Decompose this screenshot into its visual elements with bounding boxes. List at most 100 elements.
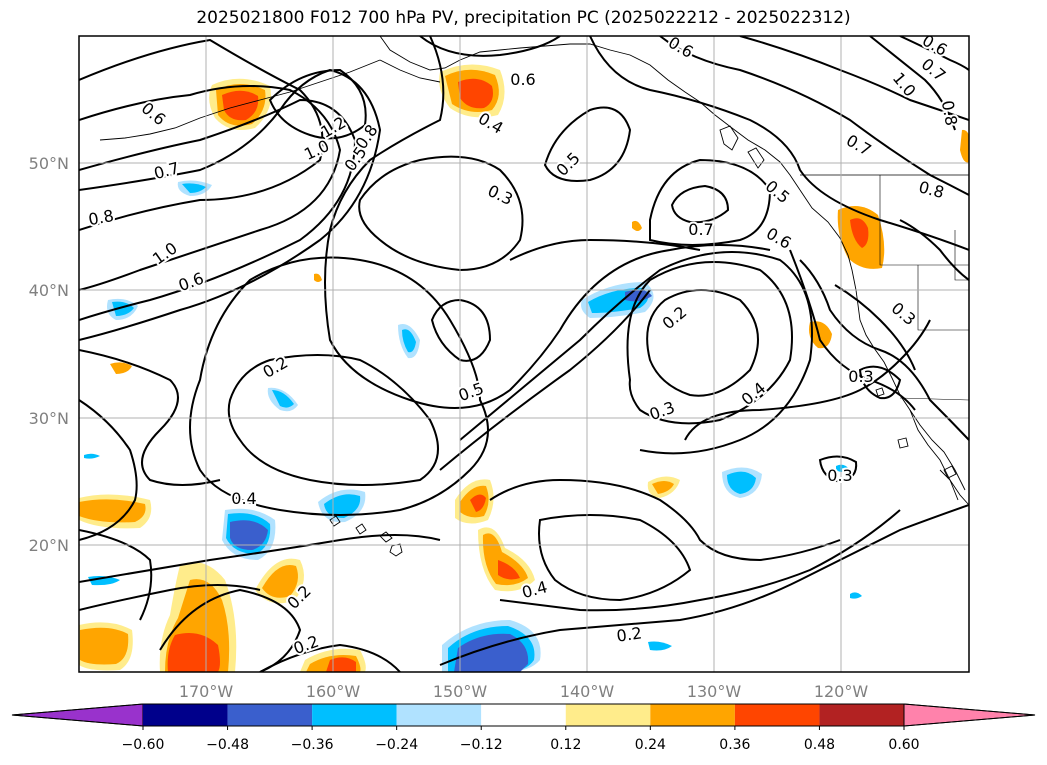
pv-contour: [268, 68, 367, 140]
pv-contour: [834, 284, 916, 371]
coastline-mexico: [939, 469, 969, 506]
colorbar-tick-label: −0.48: [206, 737, 249, 753]
pv-contours: [79, 36, 969, 672]
border-state: [879, 175, 969, 266]
lat-label-40n: 40°N: [29, 281, 69, 300]
precip-blob: [482, 533, 528, 586]
pv-contour: [159, 588, 302, 672]
precip-blob: [182, 183, 206, 193]
pv-contour: [869, 36, 956, 131]
precip-blob: [110, 362, 132, 374]
precip-blob: [652, 481, 674, 494]
pv-contour: [79, 399, 138, 541]
coastline-alaska: [379, 36, 801, 191]
precip-blob: [314, 273, 322, 282]
pv-contour: [227, 354, 439, 486]
colorbar-tick-label: −0.12: [460, 737, 503, 753]
precip-blob: [470, 494, 486, 512]
lon-labels: 170°W 160°W 150°W 140°W 130°W 120°W: [179, 682, 869, 701]
contour-label: 0.3: [848, 367, 873, 386]
colorbar-tick-label: 0.48: [804, 737, 835, 753]
pv-contour: [79, 529, 153, 621]
colorbar-segment: [396, 704, 482, 726]
lat-label-30n: 30°N: [29, 409, 69, 428]
pv-contour: [439, 504, 969, 666]
pv-contour: [79, 98, 357, 321]
lon-label-160w: 160°W: [306, 682, 361, 701]
pv-contour: [79, 38, 324, 231]
colorbar-tick-label: −0.60: [122, 737, 165, 753]
colorbar-segment: [734, 704, 820, 726]
contour-label: 0.6: [510, 70, 535, 89]
pv-contour: [439, 289, 651, 471]
pv-contour: [324, 36, 771, 409]
pv-contour: [589, 36, 969, 251]
pv-contour: [739, 36, 969, 121]
precip-blob: [458, 78, 493, 109]
colorbar-tick-label: 0.60: [888, 737, 919, 753]
coastline-bc: [799, 189, 857, 291]
pv-contour: [419, 36, 561, 57]
precip-blob: [648, 641, 672, 651]
contour-label: 0.7: [688, 220, 713, 239]
lon-label-150w: 150°W: [433, 682, 488, 701]
precip-blob: [632, 220, 642, 231]
pv-contour: [79, 584, 261, 611]
precip-shading: [79, 64, 969, 672]
precip-blob: [79, 499, 146, 523]
border-state: [917, 265, 969, 331]
colorbar-tick-label: −0.36: [291, 737, 334, 753]
contour-label: 0.3: [827, 466, 852, 485]
graticule: [79, 36, 969, 672]
contour-label: 0.2: [615, 623, 643, 645]
map-frame: [78, 35, 970, 673]
coastline-aleutians: [99, 59, 381, 141]
pv-contour: [509, 238, 701, 261]
pv-contour: [538, 514, 692, 602]
precip-blob: [272, 390, 294, 408]
pv-contour: [459, 251, 813, 455]
pv-contour: [499, 509, 901, 612]
lon-label-140w: 140°W: [560, 682, 615, 701]
pv-contour: [79, 85, 342, 291]
pv-contour: [899, 219, 969, 281]
precip-blob: [402, 329, 416, 353]
colorbar-segment: [143, 704, 228, 726]
colorbar-extend-max: [903, 703, 1036, 727]
precip-blob: [454, 633, 529, 672]
colorbar-extend-min: [11, 703, 144, 727]
pv-contour: [430, 298, 492, 362]
pv-contour: [189, 256, 489, 516]
pv-contour: [358, 155, 524, 272]
lat-label-50n: 50°N: [29, 154, 69, 173]
contour-label: 0.4: [231, 489, 256, 508]
pv-contour: [626, 261, 793, 425]
colorbar-segment: [819, 704, 904, 726]
border-us-mexico: [899, 397, 969, 401]
precip-blob: [960, 129, 969, 163]
pv-contour: [818, 455, 858, 484]
colorbar-segment: [565, 704, 651, 726]
pv-contour: [659, 36, 969, 196]
pv-contour: [259, 643, 401, 672]
lat-labels: 50°N 40°N 30°N 20°N: [29, 154, 69, 555]
precip-blob: [167, 632, 220, 672]
pv-contour: [670, 184, 730, 224]
colorbar-tick-label: 0.24: [635, 737, 666, 753]
precip-blob: [850, 592, 862, 599]
precip-blob: [498, 560, 520, 580]
map-title: 2025021800 F012 700 hPa PV, precipitatio…: [196, 8, 851, 28]
precip-blob: [262, 564, 298, 598]
colorbar-tick-label: 0.36: [719, 737, 750, 753]
pv-contour: [649, 158, 772, 246]
border-state: [954, 230, 969, 281]
precip-blob: [84, 453, 100, 459]
colorbar-segment: [312, 704, 397, 726]
lon-label-120w: 120°W: [814, 682, 869, 701]
precip-blob: [80, 627, 129, 665]
pv-contour: [858, 365, 902, 400]
pv-contour: [789, 249, 916, 411]
pv-contour: [489, 478, 841, 562]
precip-blob: [809, 321, 832, 349]
